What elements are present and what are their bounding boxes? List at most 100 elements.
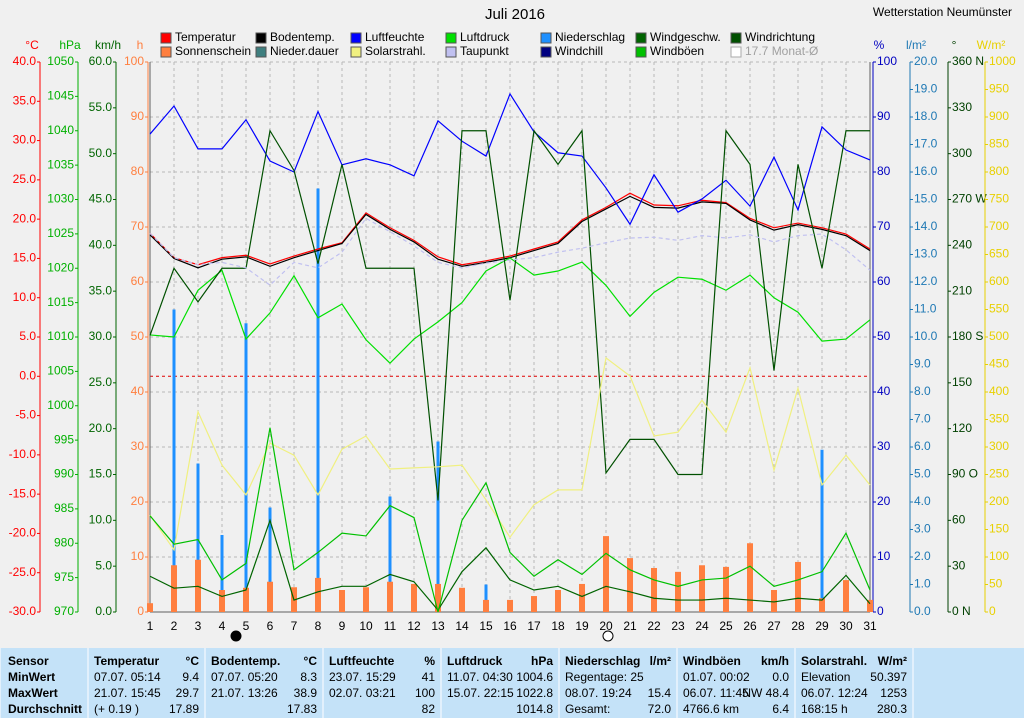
y-tick-label: 80 <box>131 164 145 178</box>
y-tick-label: 650 <box>989 247 1009 261</box>
y-tick-label: 20.0 <box>914 54 938 68</box>
y-tick-label: 500 <box>989 329 1009 343</box>
series-line <box>149 129 870 501</box>
x-tick-label: 12 <box>407 619 421 633</box>
x-tick-label: 9 <box>339 619 346 633</box>
x-tick-label: 28 <box>791 619 805 633</box>
y-tick-label: 100 <box>877 54 897 68</box>
bar <box>243 587 249 612</box>
y-tick-label: -30.0 <box>9 604 37 618</box>
y-tick-label: 40 <box>877 384 891 398</box>
y-tick-label: 900 <box>989 109 1009 123</box>
x-tick-label: 5 <box>243 619 250 633</box>
series-line <box>149 257 871 364</box>
y-tick-label: 120 <box>952 421 972 435</box>
x-tick-label: 22 <box>647 619 661 633</box>
y-tick-label: 40.0 <box>13 54 37 68</box>
x-tick-label: 15 <box>479 619 493 633</box>
y-tick-label: 970 <box>54 604 74 618</box>
full-moon <box>602 630 614 642</box>
legend-label: Windgeschw. <box>650 30 721 44</box>
legend-label: Niederschlag <box>555 30 625 44</box>
x-tick-label: 20 <box>599 619 613 633</box>
y-tick-label: 0 <box>989 604 996 618</box>
legend-label: Luftfeuchte <box>365 30 425 44</box>
legend-label: Nieder.dauer <box>270 44 339 58</box>
bar <box>435 583 441 612</box>
y-tick-label: 13.0 <box>914 247 938 261</box>
table-cell: 0.0 <box>772 670 789 684</box>
y-tick-label: 50.0 <box>89 146 113 160</box>
table-cell: 15.4 <box>648 686 672 700</box>
y-tick-label: -25.0 <box>9 565 37 579</box>
column-header: Niederschlag <box>565 654 640 668</box>
table-cell: 72.0 <box>648 702 672 716</box>
series-line <box>149 217 871 286</box>
legend-label: 17.7 Monat-Ø <box>745 44 818 58</box>
y-tick-label: 1035 <box>47 157 74 171</box>
legend-label: Solarstrahl. <box>365 44 426 58</box>
legend-swatch <box>445 32 457 44</box>
y-tick-label: 60 <box>952 513 966 527</box>
column-header: Temperatur <box>94 654 159 668</box>
table-header: Sensor <box>8 654 49 668</box>
series-line <box>149 92 871 226</box>
y-tick-label: 1.0 <box>914 577 931 591</box>
table-cell: 1253 <box>880 686 907 700</box>
legend-label: Windchill <box>555 44 603 58</box>
bar <box>819 598 825 612</box>
table-cell: 11.07. 04:30 <box>447 670 513 684</box>
table-cell: 1022.8 <box>516 686 553 700</box>
legend-swatch <box>160 46 172 58</box>
legend-swatch <box>255 46 267 58</box>
bar <box>388 496 392 612</box>
y-tick-label: -15.0 <box>9 486 37 500</box>
x-tick-label: 19 <box>575 619 589 633</box>
table-cell: 01.07. 00:02 <box>683 670 750 684</box>
legend-swatch <box>160 32 172 44</box>
y-tick-label: 2.0 <box>914 549 931 563</box>
axis-title: ° <box>952 38 957 52</box>
y-tick-label: 1010 <box>47 329 74 343</box>
table-cell: Regentage: 25 <box>565 670 644 684</box>
y-tick-label: 450 <box>989 357 1009 371</box>
row-label: MaxWert <box>8 686 58 700</box>
y-tick-label: 0.0 <box>914 604 931 618</box>
y-tick-label: 250 <box>989 467 1009 481</box>
axis-title: °C <box>25 38 39 52</box>
axis-title: W/m² <box>977 38 1006 52</box>
table-cell: 100 <box>415 686 435 700</box>
y-tick-label: 17.0 <box>914 137 938 151</box>
legend-label: Windrichtung <box>745 30 815 44</box>
legend-label: Windböen <box>650 44 704 58</box>
y-tick-label: 1005 <box>47 364 74 378</box>
y-tick-label: 300 <box>952 146 972 160</box>
y-tick-label: -20.0 <box>9 526 37 540</box>
legend-checkbox <box>730 46 742 58</box>
table-cell: 1014.8 <box>516 702 553 716</box>
axis-title: h <box>137 38 144 52</box>
bar <box>651 568 657 612</box>
y-tick-label: 11.0 <box>914 302 937 316</box>
y-tick-label: 180 S <box>952 329 983 343</box>
y-tick-label: 1030 <box>47 192 74 206</box>
x-tick-label: 23 <box>671 619 685 633</box>
table-cell: 41 <box>422 670 436 684</box>
y-tick-label: 0 <box>137 604 144 618</box>
y-tick-label: 18.0 <box>914 109 938 123</box>
y-tick-label: 5.0 <box>19 329 36 343</box>
axis-title: l/m² <box>906 38 926 52</box>
x-tick-label: 7 <box>291 619 298 633</box>
y-tick-label: 40 <box>131 384 145 398</box>
x-tick-label: 11 <box>384 619 397 633</box>
legend-swatch <box>635 46 647 58</box>
bar <box>411 583 417 612</box>
bar <box>147 603 153 612</box>
bar <box>555 590 561 612</box>
x-tick-label: 31 <box>863 619 877 633</box>
x-tick-label: 30 <box>839 619 853 633</box>
y-tick-label: 100 <box>989 549 1009 563</box>
x-tick-label: 25 <box>719 619 733 633</box>
legend-swatch <box>350 32 362 44</box>
